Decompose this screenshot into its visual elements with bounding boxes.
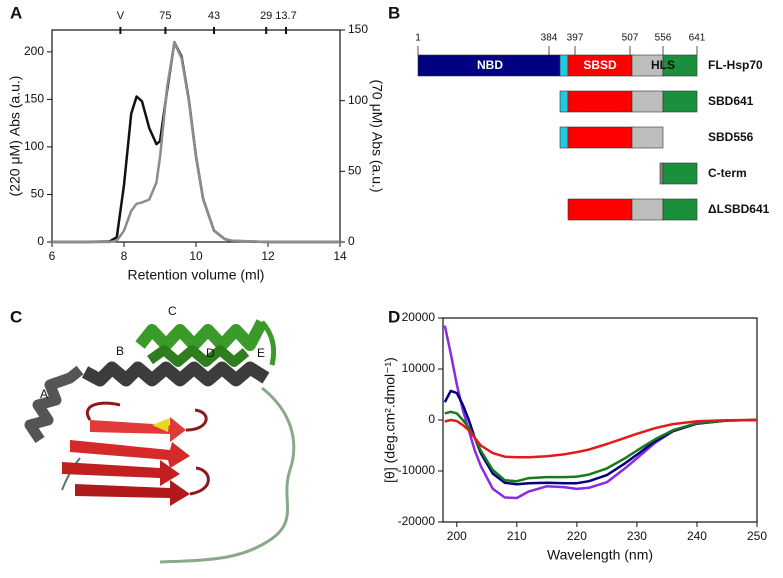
y-tick-label: -10000 — [398, 463, 436, 477]
x-tick-label: 240 — [687, 529, 707, 543]
domain-label: NBD — [477, 58, 503, 72]
y2-tick-label: 0 — [348, 234, 355, 248]
series-line — [443, 389, 758, 486]
domain-segment — [631, 126, 664, 149]
y-tick-label: 0 — [428, 412, 435, 426]
series-line — [52, 41, 340, 244]
series-line — [444, 410, 758, 483]
series-line — [52, 41, 340, 244]
y-axis-label: [θ] (deg.cm².dmol⁻¹) — [382, 357, 398, 483]
y-tick-label: 100 — [24, 139, 44, 153]
y2-axis-label: (70 μM) Abs (a.u.) — [369, 79, 385, 192]
domain-segment — [631, 198, 664, 221]
y-tick-label: 0 — [37, 234, 44, 248]
x-tick-label: 210 — [507, 529, 527, 543]
construct-label: C-term — [708, 166, 747, 180]
x-tick-label: 8 — [121, 249, 128, 263]
y-tick-label: 200 — [24, 44, 44, 58]
x-tick-label: 230 — [627, 529, 647, 543]
residue-number: 384 — [541, 33, 558, 44]
domain-label: SBSD — [583, 58, 617, 72]
domain-segment — [659, 162, 664, 185]
domain-label: HLS — [651, 58, 675, 72]
x-tick-label: 12 — [261, 249, 275, 263]
y2-tick-label: 100 — [348, 93, 368, 107]
domain-segment — [662, 90, 698, 113]
y-tick-label: 50 — [31, 187, 45, 201]
plot-frame — [51, 29, 341, 243]
helix-label: D — [206, 346, 215, 360]
residue-number: 507 — [622, 33, 639, 44]
residue-number: 397 — [567, 33, 584, 44]
x-tick-label: 14 — [333, 249, 347, 263]
construct-label: SBD641 — [708, 94, 754, 108]
panel-label: D — [388, 307, 400, 326]
x-tick-label: 200 — [447, 529, 467, 543]
panel-label: A — [10, 3, 22, 22]
residue-number: 1 — [415, 33, 421, 44]
panel-label: C — [10, 307, 22, 326]
x-tick-label: 10 — [189, 249, 203, 263]
residue-number: 641 — [689, 33, 706, 44]
domain-segment — [559, 126, 569, 149]
domain-segment — [567, 90, 633, 113]
domain-segment — [559, 54, 569, 77]
protein-structure — [24, 319, 296, 564]
marker-label: 13.7 — [275, 10, 296, 22]
residue-number: 556 — [655, 33, 672, 44]
marker-label: V — [117, 10, 125, 22]
construct-label: FL-Hsp70 — [708, 58, 763, 72]
y-axis-label: (220 μM) Abs (a.u.) — [7, 76, 23, 197]
y-tick-label: 10000 — [402, 361, 436, 375]
panel-label: B — [388, 3, 400, 22]
helix-label: A — [40, 387, 48, 401]
domain-segment — [662, 198, 698, 221]
y2-tick-label: 50 — [348, 164, 362, 178]
x-axis-label: Retention volume (ml) — [128, 267, 265, 283]
x-axis-label: Wavelength (nm) — [547, 547, 653, 563]
series-line — [444, 418, 758, 459]
marker-label: 75 — [159, 10, 171, 22]
y-tick-label: 20000 — [402, 310, 436, 324]
helix-label: C — [168, 304, 177, 318]
y-tick-label: -20000 — [398, 514, 436, 528]
domain-segment — [567, 198, 633, 221]
marker-label: 29 — [260, 10, 272, 22]
construct-label: ΔLSBD641 — [708, 202, 770, 216]
y2-tick-label: 150 — [348, 22, 368, 36]
x-tick-label: 220 — [567, 529, 587, 543]
domain-segment — [662, 54, 698, 77]
y-tick-label: 150 — [24, 92, 44, 106]
marker-label: 43 — [208, 10, 220, 22]
x-tick-label: 6 — [49, 249, 56, 263]
helix-label: B — [116, 344, 124, 358]
domain-segment — [567, 126, 633, 149]
domain-segment — [631, 90, 664, 113]
helix-label: E — [257, 346, 265, 360]
domain-segment — [559, 90, 569, 113]
domain-segment — [662, 162, 698, 185]
x-tick-label: 250 — [747, 529, 767, 543]
construct-label: SBD556 — [708, 130, 754, 144]
